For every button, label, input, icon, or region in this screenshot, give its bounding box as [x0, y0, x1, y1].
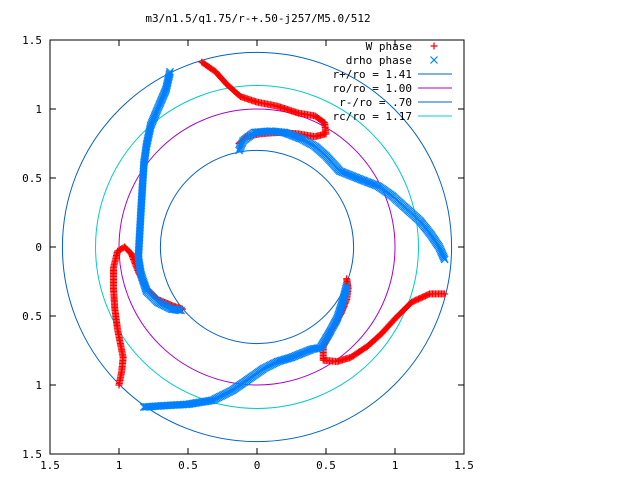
data-point: [174, 306, 183, 315]
legend-label: r+/ro = 1.41: [333, 68, 412, 81]
x-tick-label: 1: [392, 459, 399, 472]
y-tick-label: 1: [35, 379, 42, 392]
data-point: [165, 72, 173, 81]
data-point: [341, 286, 350, 295]
axis-ticks: 1.5 1 0.5 0 0.5 1 1.51.510.500.511.5: [22, 34, 474, 472]
chart-title: m3/n1.5/q1.75/r-+.50-j257/M5.0/512: [145, 12, 370, 25]
series-1: [134, 67, 449, 412]
data-point: [164, 76, 172, 85]
data-point: [440, 255, 449, 264]
data-point: [137, 272, 146, 280]
data-point: [334, 309, 343, 318]
y-tick-label: 0: [35, 241, 42, 254]
circle-2: [159, 149, 355, 345]
x-tick-label: 0.5: [316, 459, 336, 472]
data-point: [137, 270, 146, 279]
data-point: [334, 312, 342, 320]
data-point: [335, 307, 344, 316]
data-point: [162, 84, 171, 93]
circle-0: [61, 51, 453, 443]
data-point: [340, 290, 349, 299]
data-point: [336, 303, 345, 312]
data-point: [337, 302, 346, 311]
data-point: [162, 82, 171, 91]
legend-label: drho phase: [346, 54, 412, 67]
y-tick-label: 1: [35, 103, 42, 116]
data-point: [139, 278, 148, 287]
y-tick-label: 0.5: [22, 172, 42, 185]
data-point: [163, 79, 172, 88]
data-point: [141, 284, 150, 293]
phase-points: [109, 58, 449, 412]
data-point: [165, 70, 174, 79]
data-point: [163, 81, 171, 90]
data-point: [339, 293, 348, 302]
y-tick-label: 1.5: [22, 34, 42, 47]
x-tick-label: 0.5: [178, 459, 198, 472]
data-point: [175, 306, 184, 315]
legend-label: r-/ro = .70: [339, 96, 412, 109]
data-point: [333, 313, 342, 322]
reference-circles: [61, 51, 453, 443]
data-point: [207, 396, 216, 405]
data-point: [338, 299, 347, 308]
data-point: [140, 281, 149, 290]
data-point: [338, 298, 347, 307]
data-point: [163, 78, 172, 87]
data-point: [339, 295, 348, 304]
data-point: [343, 275, 351, 283]
data-point: [342, 283, 351, 292]
data-point: [164, 75, 173, 84]
data-point: [177, 306, 186, 315]
data-point: [340, 292, 348, 301]
x-tick-label: 1.5: [40, 459, 60, 472]
data-point: [339, 296, 347, 305]
data-point: [334, 310, 343, 319]
legend-label: ro/ro = 1.00: [333, 82, 412, 95]
data-point: [164, 73, 173, 82]
legend-marker: [430, 42, 438, 50]
data-point: [337, 301, 346, 309]
data-point: [286, 353, 295, 362]
data-point: [342, 281, 351, 290]
x-tick-label: 1: [116, 459, 123, 472]
data-point: [138, 274, 147, 283]
circle-3: [95, 85, 419, 409]
legend-marker: [430, 56, 438, 64]
data-point: [166, 67, 174, 76]
data-point: [336, 305, 345, 314]
data-point: [141, 283, 150, 291]
x-tick-label: 1.5: [454, 459, 474, 472]
y-tick-label: 1.5: [22, 448, 42, 461]
data-point: [340, 289, 349, 298]
y-tick-label: 0.5: [22, 310, 42, 323]
data-point: [333, 314, 341, 323]
x-tick-label: 0: [254, 459, 261, 472]
legend-label: W phase: [366, 40, 412, 53]
data-point: [139, 277, 148, 286]
data-point: [284, 354, 293, 363]
data-point: [335, 306, 344, 315]
data-point: [342, 284, 350, 293]
data-point: [138, 273, 146, 282]
data-point: [140, 280, 149, 289]
legend-label: rc/ro = 1.17: [333, 110, 412, 123]
data-point: [138, 276, 147, 285]
data-point: [165, 69, 174, 78]
data-point: [341, 287, 350, 296]
